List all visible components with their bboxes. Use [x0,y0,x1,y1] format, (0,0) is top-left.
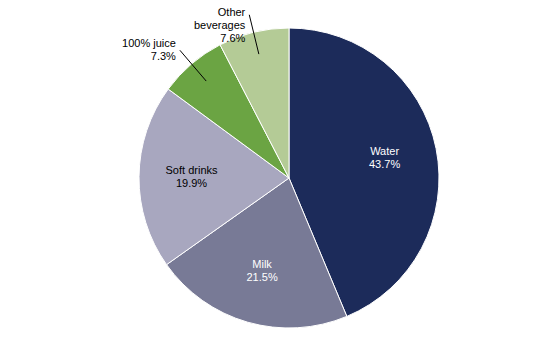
value-label: 7.6% [220,32,245,44]
chart: Water43.7% Milk21.5% Soft drinks19.9% 100% … [0,0,560,356]
leader-line [180,50,206,81]
value-label: 21.5% [246,271,277,283]
leader-line [249,15,259,54]
labels: Water43.7% Milk21.5% Soft drinks19.9% 100% … [122,6,400,283]
category-label: Milk [252,258,272,270]
category-label-line: Other [218,6,246,18]
value-label: 7.3% [151,50,176,62]
slices [139,28,439,328]
value-label: 43.7% [369,158,400,170]
category-label: Soft drinks [166,163,218,175]
category-label: Otherbeverages [194,6,246,31]
category-label-line: beverages [194,19,246,31]
category-label: Water [370,145,399,157]
slice [220,28,289,178]
pie: Water43.7% Milk21.5% Soft drinks19.9% 100% … [122,6,439,328]
value-label: 19.9% [176,176,207,188]
category-label: 100% juice [122,37,176,49]
